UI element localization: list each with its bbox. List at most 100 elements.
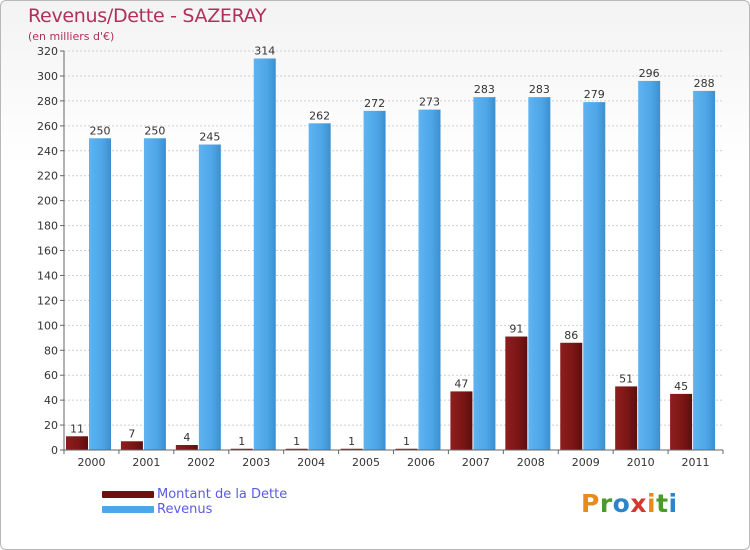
bar-dette [560,342,583,450]
data-label-dette: 4 [183,431,190,444]
labels-layer: 0 20 40 60 80 100 120 140 160 180 200 220 240 260 280 3… [37,44,715,469]
y-tick-label: 200 [37,195,58,208]
bar-dette [230,448,253,450]
bar-dette [670,393,693,450]
x-tick-label: 2010 [627,456,655,469]
bar-dette [450,391,473,450]
bar-revenus [308,123,331,450]
data-label-revenus: 250 [90,124,111,137]
data-label-dette: 1 [293,435,300,448]
data-label-dette: 91 [509,323,523,336]
y-tick-label: 280 [37,95,58,108]
y-tick-label: 20 [44,419,58,432]
logo-letter: r [599,489,613,518]
proxiti-logo: Proxiti [581,489,678,518]
y-tick-label: 220 [37,170,58,183]
chart-subtitle: (en milliers d'€) [28,30,115,43]
legend-item-debt: Montant de la Dette [102,487,287,502]
chart-title: Revenus/Dette - SAZERAY [28,5,267,27]
y-tick-label: 40 [44,394,58,407]
data-label-revenus: 273 [419,96,440,109]
data-label-revenus: 296 [639,67,660,80]
data-label-revenus: 245 [199,131,220,144]
legend-item-revenus: Revenus [102,502,287,517]
bar-revenus [583,102,606,450]
bar-revenus [143,138,166,450]
x-tick-label: 2004 [297,456,325,469]
data-label-revenus: 272 [364,97,385,110]
x-tick-label: 2009 [572,456,600,469]
x-tick-label: 2002 [187,456,215,469]
data-label-dette: 1 [348,435,355,448]
data-label-revenus: 288 [694,77,715,90]
logo-letter: o [612,489,631,518]
data-label-dette: 86 [564,329,578,342]
legend-label-debt: Montant de la Dette [157,487,288,502]
x-tick-label: 2011 [682,456,710,469]
bar-revenus [638,80,661,451]
legend-swatch-debt [102,491,154,498]
y-tick-label: 100 [37,319,58,332]
data-label-revenus: 314 [254,44,275,57]
bar-dette [395,448,418,450]
bar-revenus [253,58,276,450]
data-label-dette: 1 [238,435,245,448]
data-label-dette: 51 [619,372,633,385]
logo-letter: t [656,489,669,518]
y-tick-label: 80 [44,344,58,357]
y-tick-label: 300 [37,70,58,83]
bar-revenus [693,90,716,451]
y-tick-label: 320 [37,45,58,58]
y-tick-label: 60 [44,369,58,382]
y-tick-label: 180 [37,220,58,233]
logo-letter: i [668,489,678,518]
data-label-revenus: 262 [309,109,330,122]
bars-layer [66,58,716,451]
x-tick-label: 2006 [407,456,435,469]
data-label-revenus: 283 [474,83,495,96]
legend: Montant de la Dette Revenus [102,487,287,517]
data-label-revenus: 250 [144,124,165,137]
y-tick-label: 240 [37,145,58,158]
legend-swatch-revenus [102,506,154,513]
data-label-dette: 1 [403,435,410,448]
x-tick-label: 2001 [132,456,160,469]
bar-dette [120,441,143,450]
y-tick-label: 120 [37,294,58,307]
bar-revenus [198,144,221,450]
data-label-dette: 47 [454,377,468,390]
data-label-dette: 45 [674,380,688,393]
bar-revenus [363,110,386,450]
data-label-dette: 7 [128,427,135,440]
bar-dette [340,448,363,450]
bar-dette [285,448,308,450]
bar-revenus [418,109,441,451]
x-tick-label: 2005 [352,456,380,469]
bar-dette [175,445,198,450]
x-tick-label: 2000 [77,456,105,469]
legend-label-revenus: Revenus [157,502,213,517]
bar-dette [505,336,528,450]
y-tick-label: 160 [37,245,58,258]
y-tick-label: 260 [37,120,58,133]
logo-letter: i [647,489,657,518]
logo-letter: P [581,489,600,518]
data-label-revenus: 279 [584,88,605,101]
x-tick-label: 2008 [517,456,545,469]
x-tick-label: 2007 [462,456,490,469]
y-tick-label: 140 [37,269,58,282]
x-tick-label: 2003 [242,456,270,469]
grid-layer [64,50,723,451]
y-tick-label: 0 [51,444,58,457]
bar-revenus [473,97,496,451]
data-label-revenus: 283 [529,83,550,96]
axis-layer [60,50,724,454]
bar-revenus [89,138,111,450]
bar-revenus [528,97,551,451]
logo-letter: x [630,489,647,518]
bar-dette [615,386,638,450]
bar-dette [66,436,88,450]
data-label-dette: 11 [70,422,84,435]
